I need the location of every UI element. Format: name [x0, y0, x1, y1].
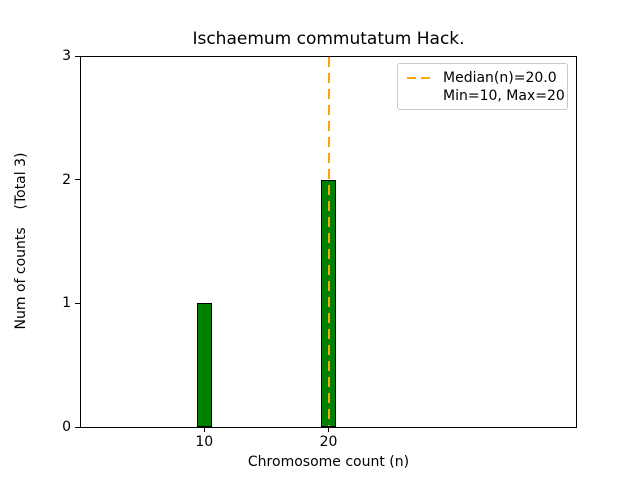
legend-label-median: Median(n)=20.0: [443, 70, 557, 86]
legend-label-minmax: Min=10, Max=20: [443, 88, 565, 104]
x-tick-label: 10: [195, 434, 214, 450]
median-line: [327, 57, 330, 426]
legend: Median(n)=20.0 Min=10, Max=20: [397, 63, 568, 110]
x-tick-mark: [328, 427, 329, 432]
y-tick-label: 3: [62, 48, 71, 64]
y-tick-label: 0: [62, 419, 71, 435]
y-tick-mark: [75, 426, 80, 428]
x-axis-label: Chromosome count (n): [247, 454, 410, 470]
y-tick-label: 2: [62, 171, 71, 188]
legend-sample-empty: [407, 95, 435, 97]
y-tick-mark: [75, 179, 80, 181]
legend-row-median: Median(n)=20.0: [407, 69, 558, 87]
y-tick-label: 1: [62, 295, 71, 312]
x-tick-mark: [203, 427, 205, 432]
x-tick-label: 20: [319, 434, 338, 450]
chart-title: Ischaemum commutatum Hack.: [192, 29, 465, 49]
legend-row-minmax: Min=10, Max=20: [407, 87, 565, 105]
y-tick-mark: [75, 55, 80, 57]
bar-x10: [196, 303, 212, 427]
y-tick-mark: [75, 302, 80, 304]
median-dashed-line-legend-sample: [407, 77, 435, 79]
